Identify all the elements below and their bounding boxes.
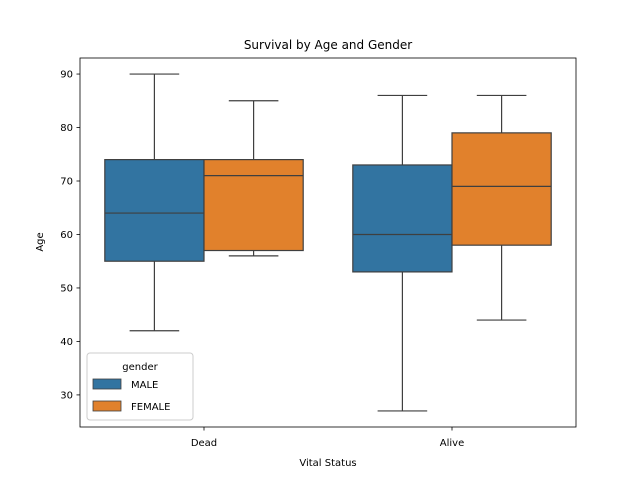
y-axis-label: Age [35,232,46,251]
boxes-layer [104,73,552,412]
y-tick-label: 40 [60,337,73,348]
legend-label-male: MALE [131,380,158,391]
legend-label-female: FEMALE [131,402,170,413]
y-tick-label: 80 [60,123,73,134]
x-tick-label: Alive [440,438,464,449]
y-tick-label: 30 [60,390,73,401]
plot-area-frame [79,57,577,428]
box-dead-female [203,100,304,257]
box-body [451,132,552,246]
chart-title: Survival by Age and Gender [244,38,412,52]
box-body [203,159,304,252]
y-tick-label: 90 [60,70,73,81]
box-alive-male [352,94,453,412]
legend-swatch-female [92,400,122,412]
legend-title: gender [122,362,158,373]
box-alive-female [451,94,552,321]
box-body [104,159,205,262]
box-dead-male [104,73,205,332]
x-axis-label: Vital Status [299,458,356,469]
legend-swatch-male [92,378,122,390]
x-tick-label: Dead [191,438,217,449]
x-axis: Dead Alive [191,427,464,449]
y-tick-label: 70 [60,177,73,188]
y-tick-label: 50 [60,283,73,294]
y-axis: 30 40 50 60 70 80 90 [60,70,80,401]
legend: gender MALE FEMALE [86,352,194,421]
y-tick-label: 60 [60,230,73,241]
box-body [352,164,453,273]
